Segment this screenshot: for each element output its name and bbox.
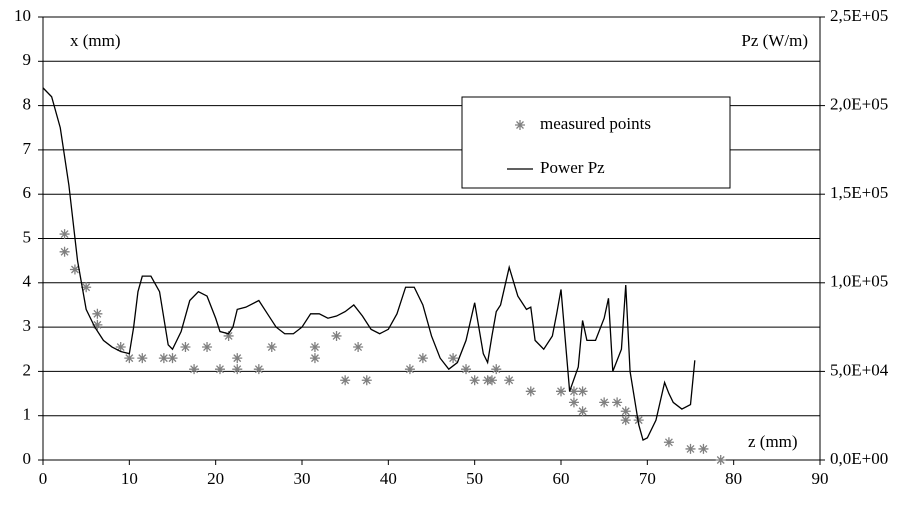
point xyxy=(92,308,103,319)
y-tick-label: 0 xyxy=(23,449,32,468)
legend-box xyxy=(461,96,731,189)
point xyxy=(124,353,135,364)
y-axis-label: x (mm) xyxy=(70,31,121,50)
point xyxy=(59,246,70,257)
y-tick-label: 5 xyxy=(23,227,32,246)
point xyxy=(353,342,364,353)
x-tick-label: 80 xyxy=(725,469,742,488)
point xyxy=(167,353,178,364)
point xyxy=(525,386,536,397)
point xyxy=(115,342,126,353)
point xyxy=(340,375,351,386)
x-tick-label: 90 xyxy=(812,469,829,488)
y2-axis-label: Pz (W/m) xyxy=(741,31,808,50)
y-tick-label: 10 xyxy=(14,6,31,25)
point xyxy=(266,342,277,353)
point xyxy=(81,282,92,293)
point xyxy=(309,353,320,364)
point xyxy=(404,364,415,375)
y-tick-label: 3 xyxy=(23,316,32,335)
x-tick-label: 60 xyxy=(553,469,570,488)
point xyxy=(214,364,225,375)
point xyxy=(223,330,234,341)
point xyxy=(232,353,243,364)
point xyxy=(633,415,644,426)
point xyxy=(685,443,696,454)
point xyxy=(417,353,428,364)
point xyxy=(577,406,588,417)
point xyxy=(620,415,631,426)
y-tick-label: 9 xyxy=(23,50,32,69)
y-tick-label: 1 xyxy=(23,405,32,424)
point xyxy=(577,386,588,397)
legend-label: measured points xyxy=(540,114,651,133)
point xyxy=(599,397,610,408)
point xyxy=(469,375,480,386)
point xyxy=(59,229,70,240)
point xyxy=(491,364,502,375)
point xyxy=(556,386,566,397)
point xyxy=(461,364,472,375)
point xyxy=(612,397,623,408)
point xyxy=(504,375,515,386)
y2-tick-label: 1,5E+05 xyxy=(830,183,888,202)
point xyxy=(309,342,320,353)
x-tick-label: 30 xyxy=(294,469,311,488)
y-tick-label: 4 xyxy=(23,272,32,291)
y2-tick-label: 2,0E+05 xyxy=(830,95,888,114)
line xyxy=(42,87,696,442)
y-tick-label: 2 xyxy=(23,360,32,379)
point xyxy=(663,437,674,448)
point xyxy=(137,353,148,364)
point xyxy=(331,330,342,341)
point xyxy=(361,375,372,386)
x-tick-label: 50 xyxy=(466,469,483,488)
y2-tick-label: 5,0E+04 xyxy=(830,360,889,379)
y2-tick-label: 0,0E+00 xyxy=(830,449,888,468)
legend-label: Power Pz xyxy=(540,158,605,177)
y2-tick-label: 2,5E+05 xyxy=(830,6,888,25)
point xyxy=(180,342,191,353)
legend-marker xyxy=(515,120,525,130)
x-tick-label: 40 xyxy=(380,469,397,488)
point xyxy=(486,375,497,386)
point xyxy=(253,364,264,375)
point xyxy=(568,386,579,397)
point xyxy=(698,443,709,454)
x-tick-label: 0 xyxy=(39,469,48,488)
point xyxy=(189,364,200,375)
y-tick-label: 8 xyxy=(23,95,32,114)
point xyxy=(620,406,631,417)
y-tick-label: 7 xyxy=(23,139,32,158)
y-tick-label: 6 xyxy=(23,183,32,202)
point xyxy=(158,353,169,364)
point xyxy=(92,319,103,330)
y2-tick-label: 1,0E+05 xyxy=(830,272,888,291)
point xyxy=(448,353,459,364)
x-tick-label: 20 xyxy=(207,469,224,488)
point xyxy=(568,397,579,408)
point xyxy=(715,455,726,465)
x-tick-label: 70 xyxy=(639,469,656,488)
point xyxy=(232,364,243,375)
point xyxy=(202,342,213,353)
point xyxy=(69,264,80,275)
x-axis-label: z (mm) xyxy=(748,432,798,451)
x-tick-label: 10 xyxy=(121,469,138,488)
